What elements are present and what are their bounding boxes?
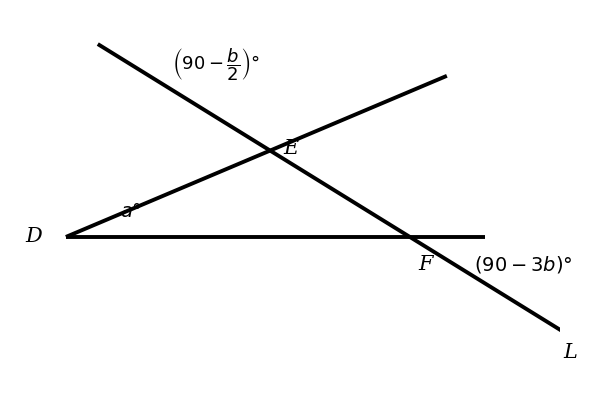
Text: $a°$: $a°$	[120, 203, 142, 221]
Text: $\left(90-\dfrac{b}{2}\right)°$: $\left(90-\dfrac{b}{2}\right)°$	[172, 46, 261, 83]
Text: $(90-3b)°$: $(90-3b)°$	[474, 254, 573, 275]
Text: D: D	[25, 227, 42, 247]
Text: E: E	[284, 139, 299, 158]
Text: L: L	[563, 343, 577, 362]
Text: F: F	[418, 255, 432, 273]
